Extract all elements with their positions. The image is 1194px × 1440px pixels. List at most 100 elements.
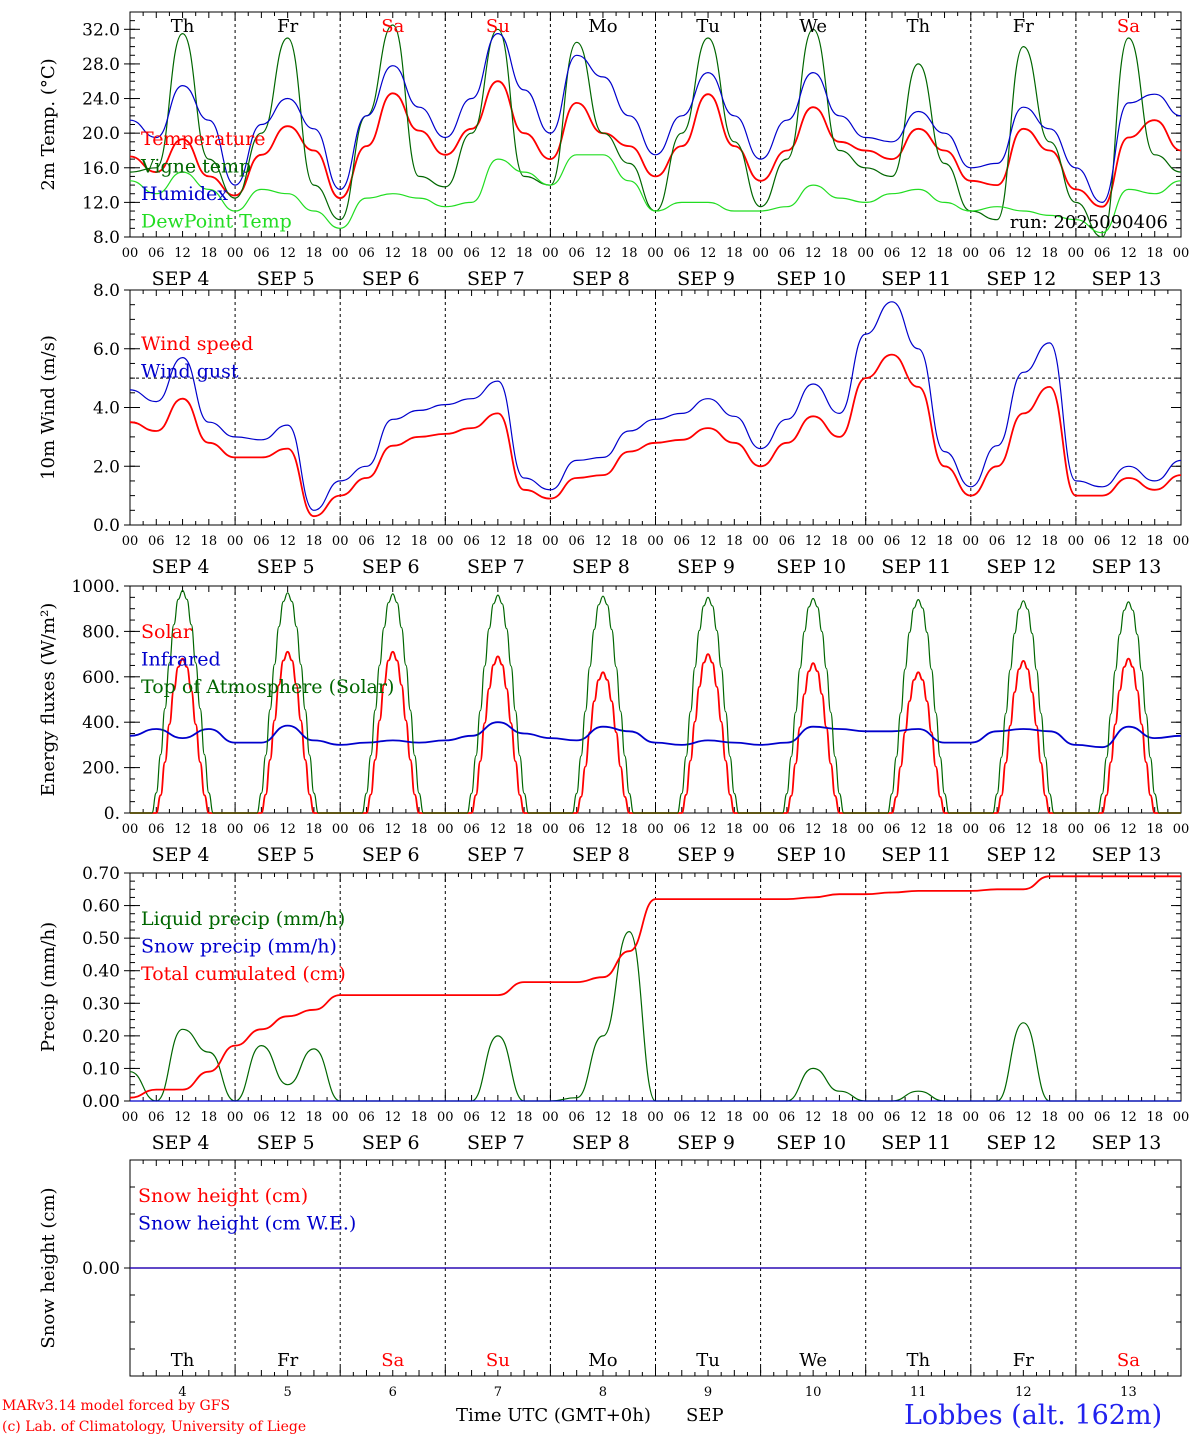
date-label: SEP 13 (1092, 556, 1162, 578)
hour-label: 06 (568, 534, 585, 549)
hour-label: 06 (148, 246, 165, 261)
hour-label: 00 (1173, 822, 1190, 837)
hour-label: 00 (647, 1110, 664, 1125)
hour-label: 12 (384, 246, 401, 261)
hour-label: 00 (227, 822, 244, 837)
legend-entry: Snow height (cm) (138, 1185, 308, 1207)
date-label: SEP 6 (362, 1132, 420, 1154)
hour-label: 00 (857, 1110, 874, 1125)
hour-label: 18 (936, 822, 953, 837)
y-tick-label: 400. (82, 713, 120, 733)
day-number: 7 (494, 1385, 502, 1400)
hour-label: 18 (516, 246, 533, 261)
lab-credit: (c) Lab. of Climatology, University of L… (2, 1419, 307, 1435)
date-label: SEP 8 (572, 268, 630, 290)
y-tick-label: 0.10 (82, 1059, 120, 1079)
hour-label: 00 (1173, 246, 1190, 261)
hour-label: 12 (1015, 1110, 1032, 1125)
hour-label: 12 (490, 534, 507, 549)
date-label: SEP 11 (881, 268, 951, 290)
date-label: SEP 10 (776, 1132, 846, 1154)
hour-label: 00 (1068, 1110, 1085, 1125)
hour-label: 18 (516, 822, 533, 837)
hour-label: 06 (253, 1110, 270, 1125)
hour-label: 18 (621, 1110, 638, 1125)
hour-label: 00 (122, 246, 139, 261)
hour-label: 06 (989, 822, 1006, 837)
date-label: SEP 7 (467, 556, 525, 578)
date-label: SEP 8 (572, 844, 630, 866)
hour-label: 12 (490, 246, 507, 261)
day-number: 8 (599, 1385, 607, 1400)
day-number: 6 (389, 1385, 397, 1400)
hour-label: 00 (542, 1110, 559, 1125)
series-line-humidex (129, 32, 1182, 204)
day-number: 9 (704, 1385, 712, 1400)
hour-label: 06 (884, 1110, 901, 1125)
hour-label: 00 (332, 822, 349, 837)
date-label: SEP 10 (776, 844, 846, 866)
date-label: SEP 5 (257, 844, 315, 866)
day-name: Mo (588, 1350, 617, 1371)
hour-label: 12 (700, 534, 717, 549)
hour-label: 12 (1120, 822, 1137, 837)
hour-label: 06 (884, 822, 901, 837)
hour-label: 00 (1068, 246, 1085, 261)
hour-label: 18 (411, 1110, 428, 1125)
day-name: Mo (588, 16, 617, 37)
y-tick-label: 0.20 (82, 1027, 120, 1047)
hour-label: 12 (805, 1110, 822, 1125)
day-name: Sa (1117, 1350, 1140, 1371)
hour-label: 00 (857, 822, 874, 837)
hour-label: 12 (910, 534, 927, 549)
hour-label: 00 (647, 822, 664, 837)
series-line-dewpoint-temp (129, 154, 1182, 234)
series-line-liquid-precip-mm-h- (129, 930, 1181, 1102)
y-axis-label: Precip (mm/h) (38, 922, 59, 1052)
date-label: SEP 13 (1092, 268, 1162, 290)
day-name: Tu (696, 16, 720, 37)
hour-label: 18 (726, 246, 743, 261)
hour-label: 12 (910, 246, 927, 261)
hour-label: 18 (1041, 246, 1058, 261)
hour-label: 18 (621, 822, 638, 837)
series-line-top-of-atmosphere-solar- (130, 589, 1181, 814)
hour-label: 00 (647, 534, 664, 549)
date-label: SEP 13 (1092, 1132, 1162, 1154)
y-tick-label: 200. (82, 759, 120, 779)
hour-label: 06 (779, 246, 796, 261)
day-name: Th (171, 1350, 195, 1371)
hour-label: 18 (936, 246, 953, 261)
hour-label: 18 (1146, 534, 1163, 549)
run-annotation: run: 2025090406 (1010, 212, 1168, 233)
hour-label: 12 (1120, 1110, 1137, 1125)
day-name: Th (906, 1350, 930, 1371)
hour-label: 12 (805, 822, 822, 837)
day-number: 13 (1120, 1385, 1137, 1400)
legend-entry: Total cumulated (cm) (141, 963, 346, 985)
hour-label: 06 (674, 534, 691, 549)
hour-label: 18 (201, 534, 218, 549)
hour-label: 12 (174, 246, 191, 261)
y-tick-label: 0.40 (82, 962, 120, 982)
y-tick-label: 32.0 (82, 20, 120, 40)
date-label: SEP 7 (467, 1132, 525, 1154)
hour-label: 12 (1015, 246, 1032, 261)
hour-label: 00 (647, 246, 664, 261)
hour-label: 18 (621, 246, 638, 261)
y-tick-label: 0. (104, 804, 120, 824)
y-tick-label: 0.70 (82, 864, 120, 884)
date-label: SEP 9 (677, 1132, 735, 1154)
hour-label: 18 (201, 1110, 218, 1125)
hour-label: 06 (568, 1110, 585, 1125)
hour-label: 18 (306, 1110, 323, 1125)
hour-label: 12 (279, 534, 296, 549)
date-label: SEP 7 (467, 268, 525, 290)
hour-label: 06 (1094, 1110, 1111, 1125)
day-name: Th (906, 16, 930, 37)
date-label: SEP 9 (677, 844, 735, 866)
hour-label: 06 (358, 1110, 375, 1125)
y-tick-label: 0.50 (82, 929, 120, 949)
hour-label: 06 (989, 1110, 1006, 1125)
series-line-total-cumulated-cm- (129, 875, 1181, 1099)
